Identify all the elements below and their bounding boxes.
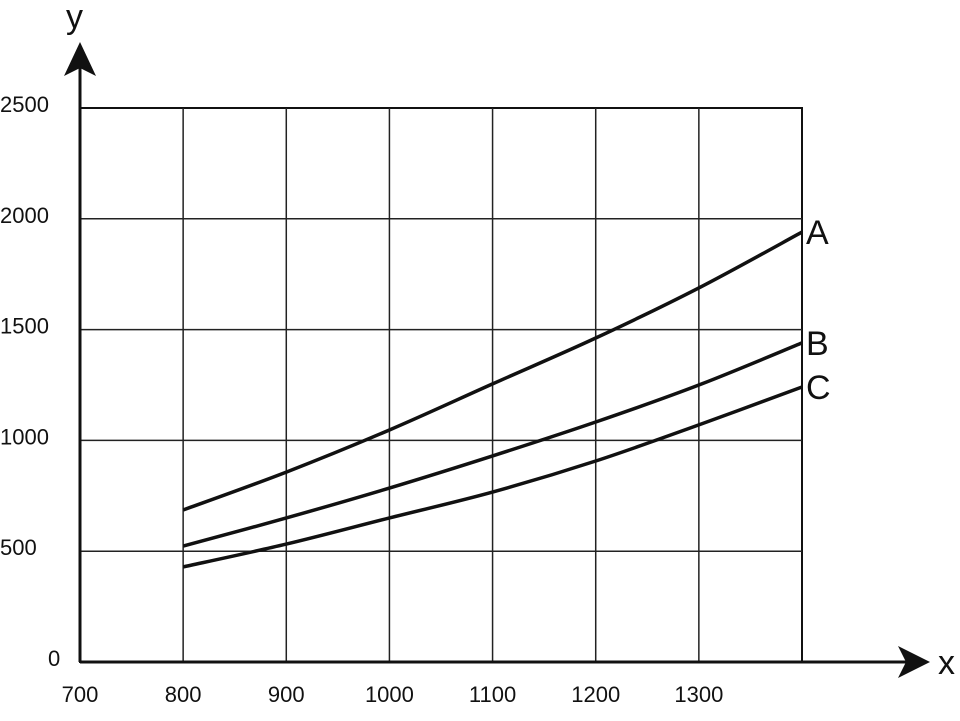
series-label-C: C <box>806 369 831 407</box>
x-tick-label: 1300 <box>674 682 723 707</box>
series-lines <box>182 230 803 569</box>
series-labels: A BC <box>806 214 831 407</box>
x-tick-label: 800 <box>165 682 202 707</box>
x-tick-label: 900 <box>268 682 305 707</box>
y-axis-label: y <box>66 0 83 36</box>
series-line-A <box>182 230 803 512</box>
x-axis-label: x <box>938 644 955 682</box>
y-tick-label: 2500 <box>0 92 49 117</box>
x-tick-label: 1000 <box>365 682 414 707</box>
x-tick-label: 700 <box>62 682 99 707</box>
x-tick-label: 1200 <box>571 682 620 707</box>
y-tick-label: 1500 <box>0 314 49 339</box>
plot-frame <box>79 107 803 663</box>
series-line-C <box>182 385 803 569</box>
y-axis-arrow-icon <box>64 42 96 76</box>
series-label-A: A <box>806 214 829 252</box>
y-tick-label: 1000 <box>0 424 49 449</box>
y-tick-label: 0 <box>48 646 60 671</box>
series-label-B: B <box>806 325 829 363</box>
y-tick-label: 500 <box>0 535 37 560</box>
grid <box>79 107 803 663</box>
tick-labels: 700 800 900 1000 1100 1200 1300 0 500 1000 1500 200… <box>0 92 723 707</box>
x-axis-arrow-icon <box>898 646 930 678</box>
axes <box>64 42 930 678</box>
y-tick-label: 2000 <box>0 203 49 228</box>
x-tick-label: 1100 <box>469 682 516 707</box>
series-line-B <box>182 341 803 548</box>
